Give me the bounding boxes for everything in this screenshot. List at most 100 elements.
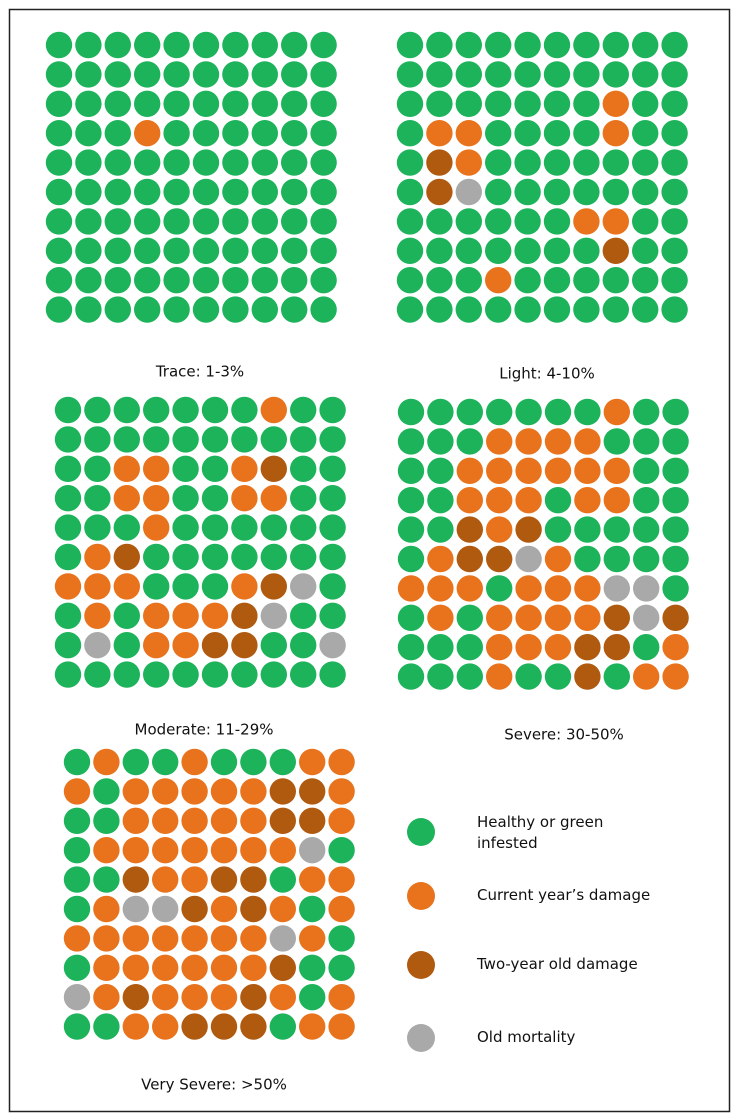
dot bbox=[201, 661, 229, 688]
dot bbox=[45, 178, 73, 206]
dot bbox=[84, 632, 111, 659]
dot bbox=[662, 457, 689, 484]
dot bbox=[632, 149, 659, 176]
dot bbox=[602, 61, 629, 88]
dot bbox=[310, 208, 337, 235]
dot bbox=[485, 178, 512, 206]
dot bbox=[455, 31, 482, 59]
dot bbox=[573, 178, 600, 206]
dot bbox=[310, 31, 337, 59]
dot bbox=[84, 426, 111, 453]
dot bbox=[633, 575, 660, 602]
dot bbox=[201, 455, 229, 482]
dot bbox=[427, 457, 454, 484]
dot bbox=[574, 545, 601, 573]
dot bbox=[632, 208, 659, 235]
dot bbox=[152, 954, 179, 981]
dot bbox=[269, 837, 296, 864]
dot bbox=[122, 925, 149, 952]
dot bbox=[152, 807, 179, 834]
dot bbox=[602, 296, 629, 323]
dot bbox=[396, 149, 424, 176]
dot bbox=[290, 632, 317, 659]
dot bbox=[632, 178, 659, 206]
dot bbox=[544, 575, 572, 602]
dot bbox=[45, 267, 73, 294]
dot bbox=[231, 602, 258, 629]
dot bbox=[93, 748, 120, 776]
dot bbox=[143, 543, 170, 571]
dot bbox=[240, 748, 267, 776]
dot bbox=[122, 778, 149, 805]
dot bbox=[222, 61, 249, 88]
dot bbox=[573, 61, 600, 88]
dot bbox=[104, 90, 131, 118]
panel: Moderate: 11-29% bbox=[54, 396, 346, 739]
dot bbox=[515, 457, 542, 484]
dot bbox=[269, 778, 296, 805]
dot bbox=[662, 428, 689, 455]
dot bbox=[544, 398, 572, 426]
dot bbox=[192, 267, 220, 294]
dot bbox=[172, 485, 199, 512]
dot bbox=[192, 237, 220, 264]
dot bbox=[426, 120, 453, 147]
dot bbox=[122, 866, 149, 893]
dot bbox=[93, 837, 120, 864]
dot bbox=[93, 866, 120, 893]
dot bbox=[456, 575, 483, 602]
dot bbox=[328, 954, 355, 981]
dot bbox=[396, 267, 424, 294]
dot bbox=[427, 663, 454, 690]
dot bbox=[240, 1013, 267, 1040]
dot bbox=[426, 90, 453, 118]
dot bbox=[181, 984, 208, 1011]
dot bbox=[45, 208, 73, 235]
dot bbox=[574, 457, 601, 484]
dot bbox=[45, 31, 73, 59]
dot bbox=[602, 208, 629, 235]
dot bbox=[45, 120, 73, 147]
dot bbox=[251, 90, 278, 118]
dot bbox=[396, 208, 424, 235]
dot bbox=[455, 296, 482, 323]
dot bbox=[281, 61, 308, 88]
dot bbox=[485, 31, 512, 59]
dot bbox=[328, 1013, 355, 1040]
dot bbox=[210, 895, 238, 923]
dot bbox=[201, 514, 229, 541]
dot bbox=[543, 120, 571, 147]
dot bbox=[192, 296, 220, 323]
dot bbox=[63, 925, 91, 952]
dot bbox=[134, 237, 161, 264]
dot bbox=[485, 296, 512, 323]
dot bbox=[54, 661, 82, 688]
dot bbox=[134, 90, 161, 118]
dot bbox=[633, 545, 660, 573]
dot bbox=[573, 237, 600, 264]
dot bbox=[251, 267, 278, 294]
dot bbox=[222, 90, 249, 118]
dot bbox=[260, 573, 287, 600]
dot bbox=[54, 632, 82, 659]
dot bbox=[172, 573, 199, 600]
dot bbox=[514, 296, 541, 323]
dot bbox=[152, 895, 179, 923]
dot bbox=[143, 661, 170, 688]
dot bbox=[113, 632, 140, 659]
dot bbox=[143, 602, 170, 629]
dot bbox=[75, 267, 102, 294]
dot bbox=[514, 61, 541, 88]
dot bbox=[455, 120, 482, 147]
dot bbox=[281, 31, 308, 59]
dot bbox=[661, 267, 688, 294]
dot bbox=[396, 31, 424, 59]
dot bbox=[603, 398, 630, 426]
dot bbox=[603, 545, 630, 573]
dot bbox=[319, 396, 346, 424]
dot bbox=[163, 31, 190, 59]
dot bbox=[299, 895, 326, 923]
dot bbox=[486, 398, 513, 426]
dot bbox=[514, 149, 541, 176]
dot bbox=[514, 237, 541, 264]
